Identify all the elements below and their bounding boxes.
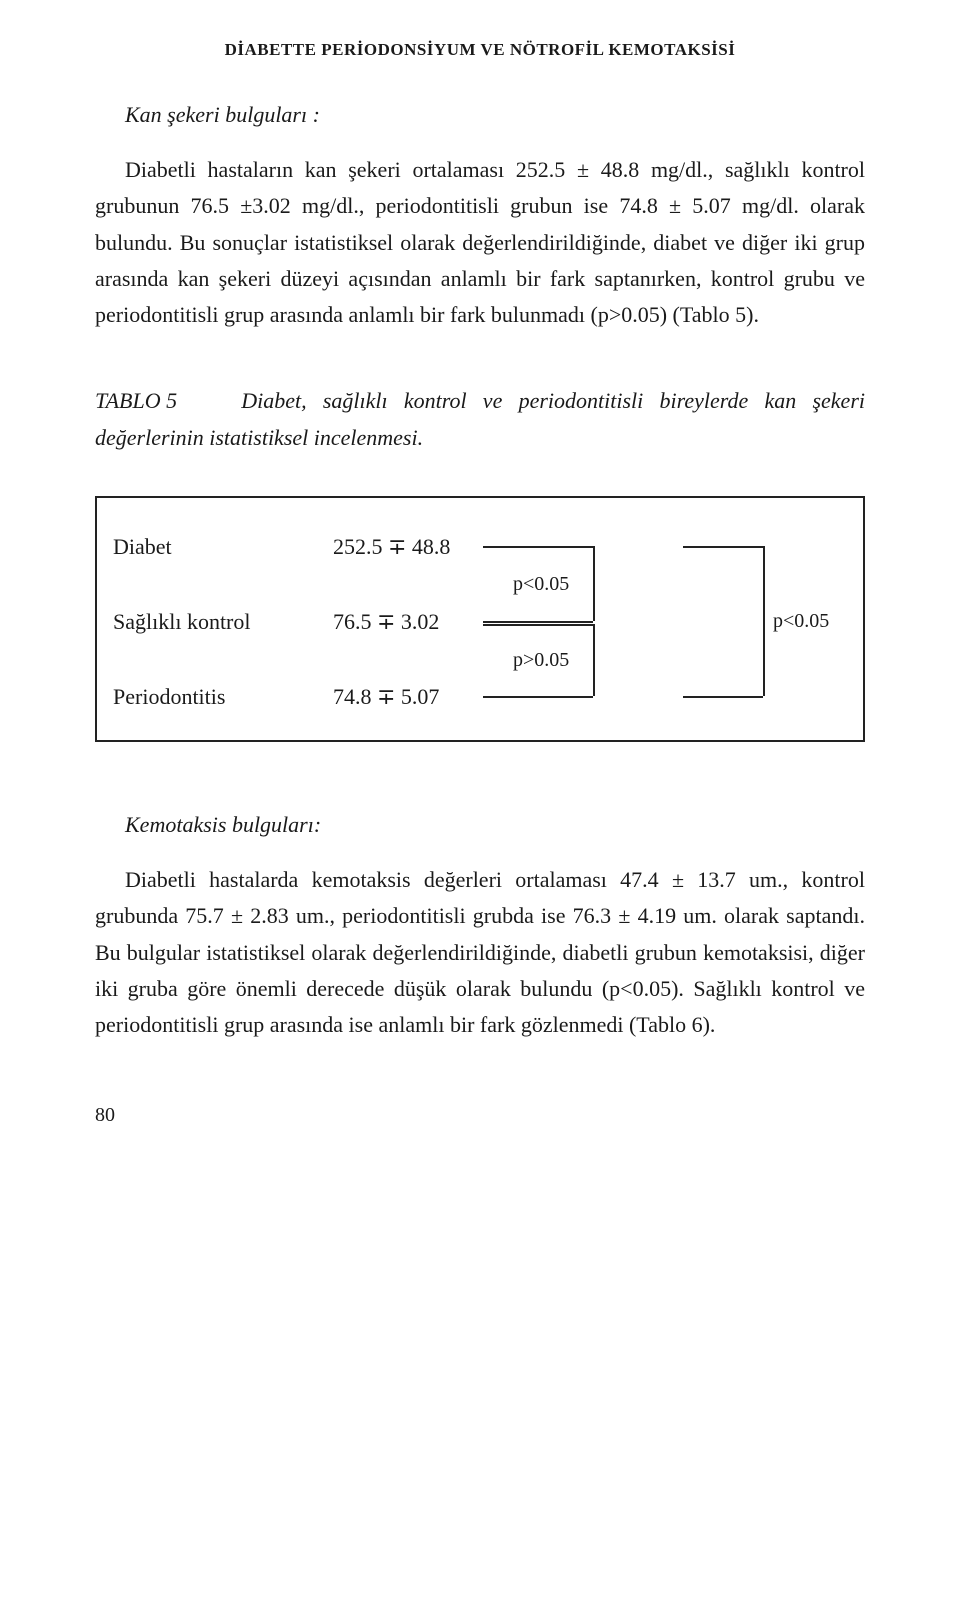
row-value-periodontitis: 74.8 ∓ 5.07 (333, 684, 439, 710)
section1-paragraph-text: Diabetli hastaların kan şekeri ortalamas… (95, 157, 865, 327)
section2-heading: Kemotaksis bulguları: (125, 812, 865, 838)
section2-paragraph: Diabetli hastalarda kemotaksis değerleri… (95, 862, 865, 1043)
section1-paragraph: Diabetli hastaların kan şekeri ortalamas… (95, 152, 865, 333)
bracket-inner-top-v (593, 546, 595, 621)
bracket-inner-bot-v (593, 624, 595, 696)
bracket-inner-bot-h (483, 624, 593, 626)
running-header: DİABETTE PERİODONSİYUM VE NÖTROFİL KEMOT… (95, 40, 865, 60)
row-value-kontrol: 76.5 ∓ 3.02 (333, 609, 439, 635)
table5-figure-inner: Diabet 252.5 ∓ 48.8 Sağlıklı kontrol 76.… (103, 504, 857, 734)
section2-paragraph-text: Diabetli hastalarda kemotaksis değerleri… (95, 867, 865, 1037)
bracket-inner-bot-h2 (483, 696, 593, 698)
page-number: 80 (95, 1104, 865, 1127)
p-outer: p<0.05 (773, 610, 829, 633)
bracket-inner-top-h2 (483, 621, 593, 623)
bracket-inner-top-h (483, 546, 593, 548)
table5-label: TABLO 5 (95, 383, 225, 419)
section1-heading: Kan şekeri bulguları : (125, 102, 865, 128)
page-container: DİABETTE PERİODONSİYUM VE NÖTROFİL KEMOT… (0, 0, 960, 1187)
table5-figure: Diabet 252.5 ∓ 48.8 Sağlıklı kontrol 76.… (95, 496, 865, 742)
row-label-diabet: Diabet (113, 534, 172, 560)
bracket-outer-v (763, 546, 765, 696)
row-value-diabet: 252.5 ∓ 48.8 (333, 534, 450, 560)
bracket-outer-h-bot (683, 696, 763, 698)
table5-caption: TABLO 5 Diabet, sağlıklı kontrol ve peri… (95, 383, 865, 456)
p-inner-top: p<0.05 (513, 573, 569, 596)
row-label-periodontitis: Periodontitis (113, 684, 225, 710)
row-label-kontrol: Sağlıklı kontrol (113, 609, 251, 635)
bracket-outer-h-top (683, 546, 763, 548)
p-inner-bottom: p>0.05 (513, 649, 569, 672)
